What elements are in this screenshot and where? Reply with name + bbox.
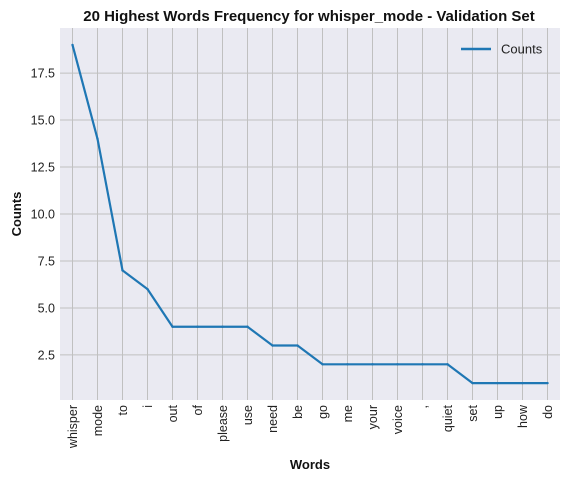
data-point: [521, 381, 524, 385]
y-tick-label: 5.0: [38, 301, 55, 315]
data-point: [196, 325, 199, 328]
data-point: [371, 363, 374, 366]
x-tick-label: of: [191, 404, 205, 415]
data-point: [71, 43, 74, 47]
data-point: [296, 344, 299, 347]
x-tick-label: mode: [91, 405, 105, 436]
x-tick-label: out: [166, 404, 180, 422]
data-point: [271, 344, 274, 347]
x-tick-label: set: [466, 404, 480, 421]
data-point: [246, 325, 249, 328]
data-point: [221, 325, 224, 328]
data-point: [496, 381, 499, 385]
x-tick-label: your: [366, 405, 380, 429]
data-point: [96, 137, 99, 141]
legend: Counts: [461, 42, 543, 57]
x-tick-label: i: [141, 405, 155, 408]
x-tick-label: be: [291, 405, 305, 419]
x-tick-label: quiet: [441, 404, 455, 432]
x-tick-label: to: [116, 405, 130, 415]
data-point: [446, 363, 449, 366]
x-tick-label: use: [241, 405, 255, 425]
y-tick-label: 12.5: [31, 161, 55, 175]
x-tick-label: do: [541, 405, 555, 419]
y-tick-label: 10.0: [31, 208, 55, 222]
data-points: [71, 43, 549, 385]
y-axis-ticks: 2.5 5.0 7.5 10.0 12.5 15.0 17.5: [31, 67, 55, 363]
x-tick-label: need: [266, 405, 280, 433]
y-tick-label: 15.0: [31, 114, 55, 128]
x-axis-ticks: whisper mode to i out of please use need be go me yo…: [66, 404, 555, 449]
x-tick-label: whisper: [66, 405, 80, 449]
data-point: [146, 287, 149, 291]
x-tick-label: please: [216, 405, 230, 442]
data-point: [321, 363, 324, 366]
x-tick-label: me: [341, 405, 355, 422]
data-point: [546, 381, 549, 385]
data-point: [171, 325, 174, 328]
data-point: [421, 363, 424, 366]
x-tick-label: up: [491, 405, 505, 419]
y-axis-label: Counts: [9, 192, 24, 237]
x-tick-label: voice: [391, 405, 405, 434]
x-tick-label: go: [316, 405, 330, 419]
y-tick-label: 2.5: [38, 348, 55, 362]
series-line-counts: [71, 44, 548, 385]
data-point: [471, 381, 474, 385]
legend-label-counts: Counts: [501, 42, 543, 57]
x-tick-label: ,: [416, 405, 430, 408]
y-tick-label: 17.5: [31, 67, 55, 81]
data-point: [346, 363, 349, 366]
chart-title: 20 Highest Words Frequency for whisper_m…: [83, 8, 535, 25]
x-axis-label: Words: [290, 457, 330, 472]
y-tick-label: 7.5: [38, 254, 55, 268]
data-point: [121, 269, 124, 272]
grid-lines: [60, 28, 560, 400]
data-point: [396, 363, 399, 366]
x-tick-label: how: [516, 404, 530, 428]
